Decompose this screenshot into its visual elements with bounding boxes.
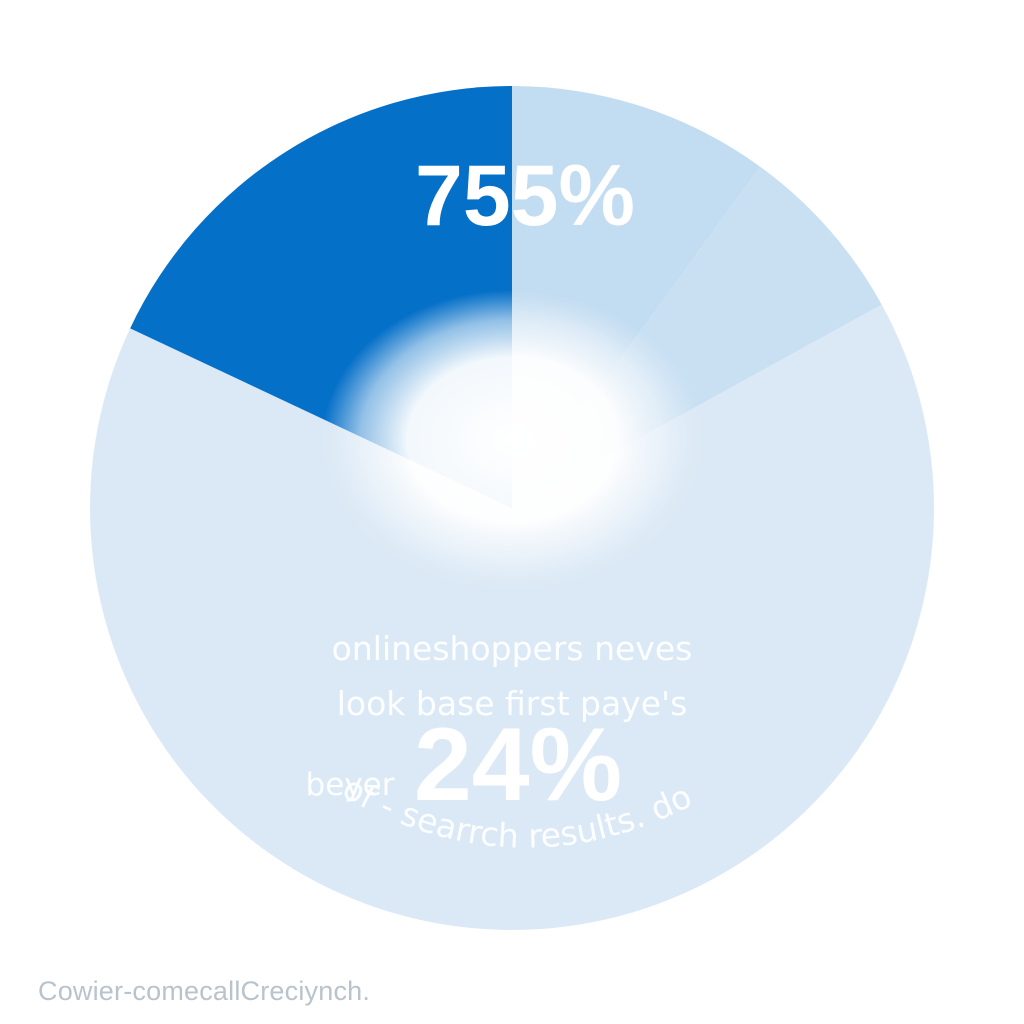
center-glow (322, 290, 702, 590)
top-value-label: 755% (415, 148, 635, 244)
caption-prefix: beyer (306, 767, 395, 803)
footer-text: Cowier-comecallCreciynch. (38, 976, 371, 1006)
bottom-value-label: 24% (414, 707, 622, 823)
caption-line-2: look base first paye's (337, 684, 688, 723)
pie-slice-3 (89, 304, 934, 930)
caption-line-1: onlineshoppers neves (332, 629, 693, 668)
